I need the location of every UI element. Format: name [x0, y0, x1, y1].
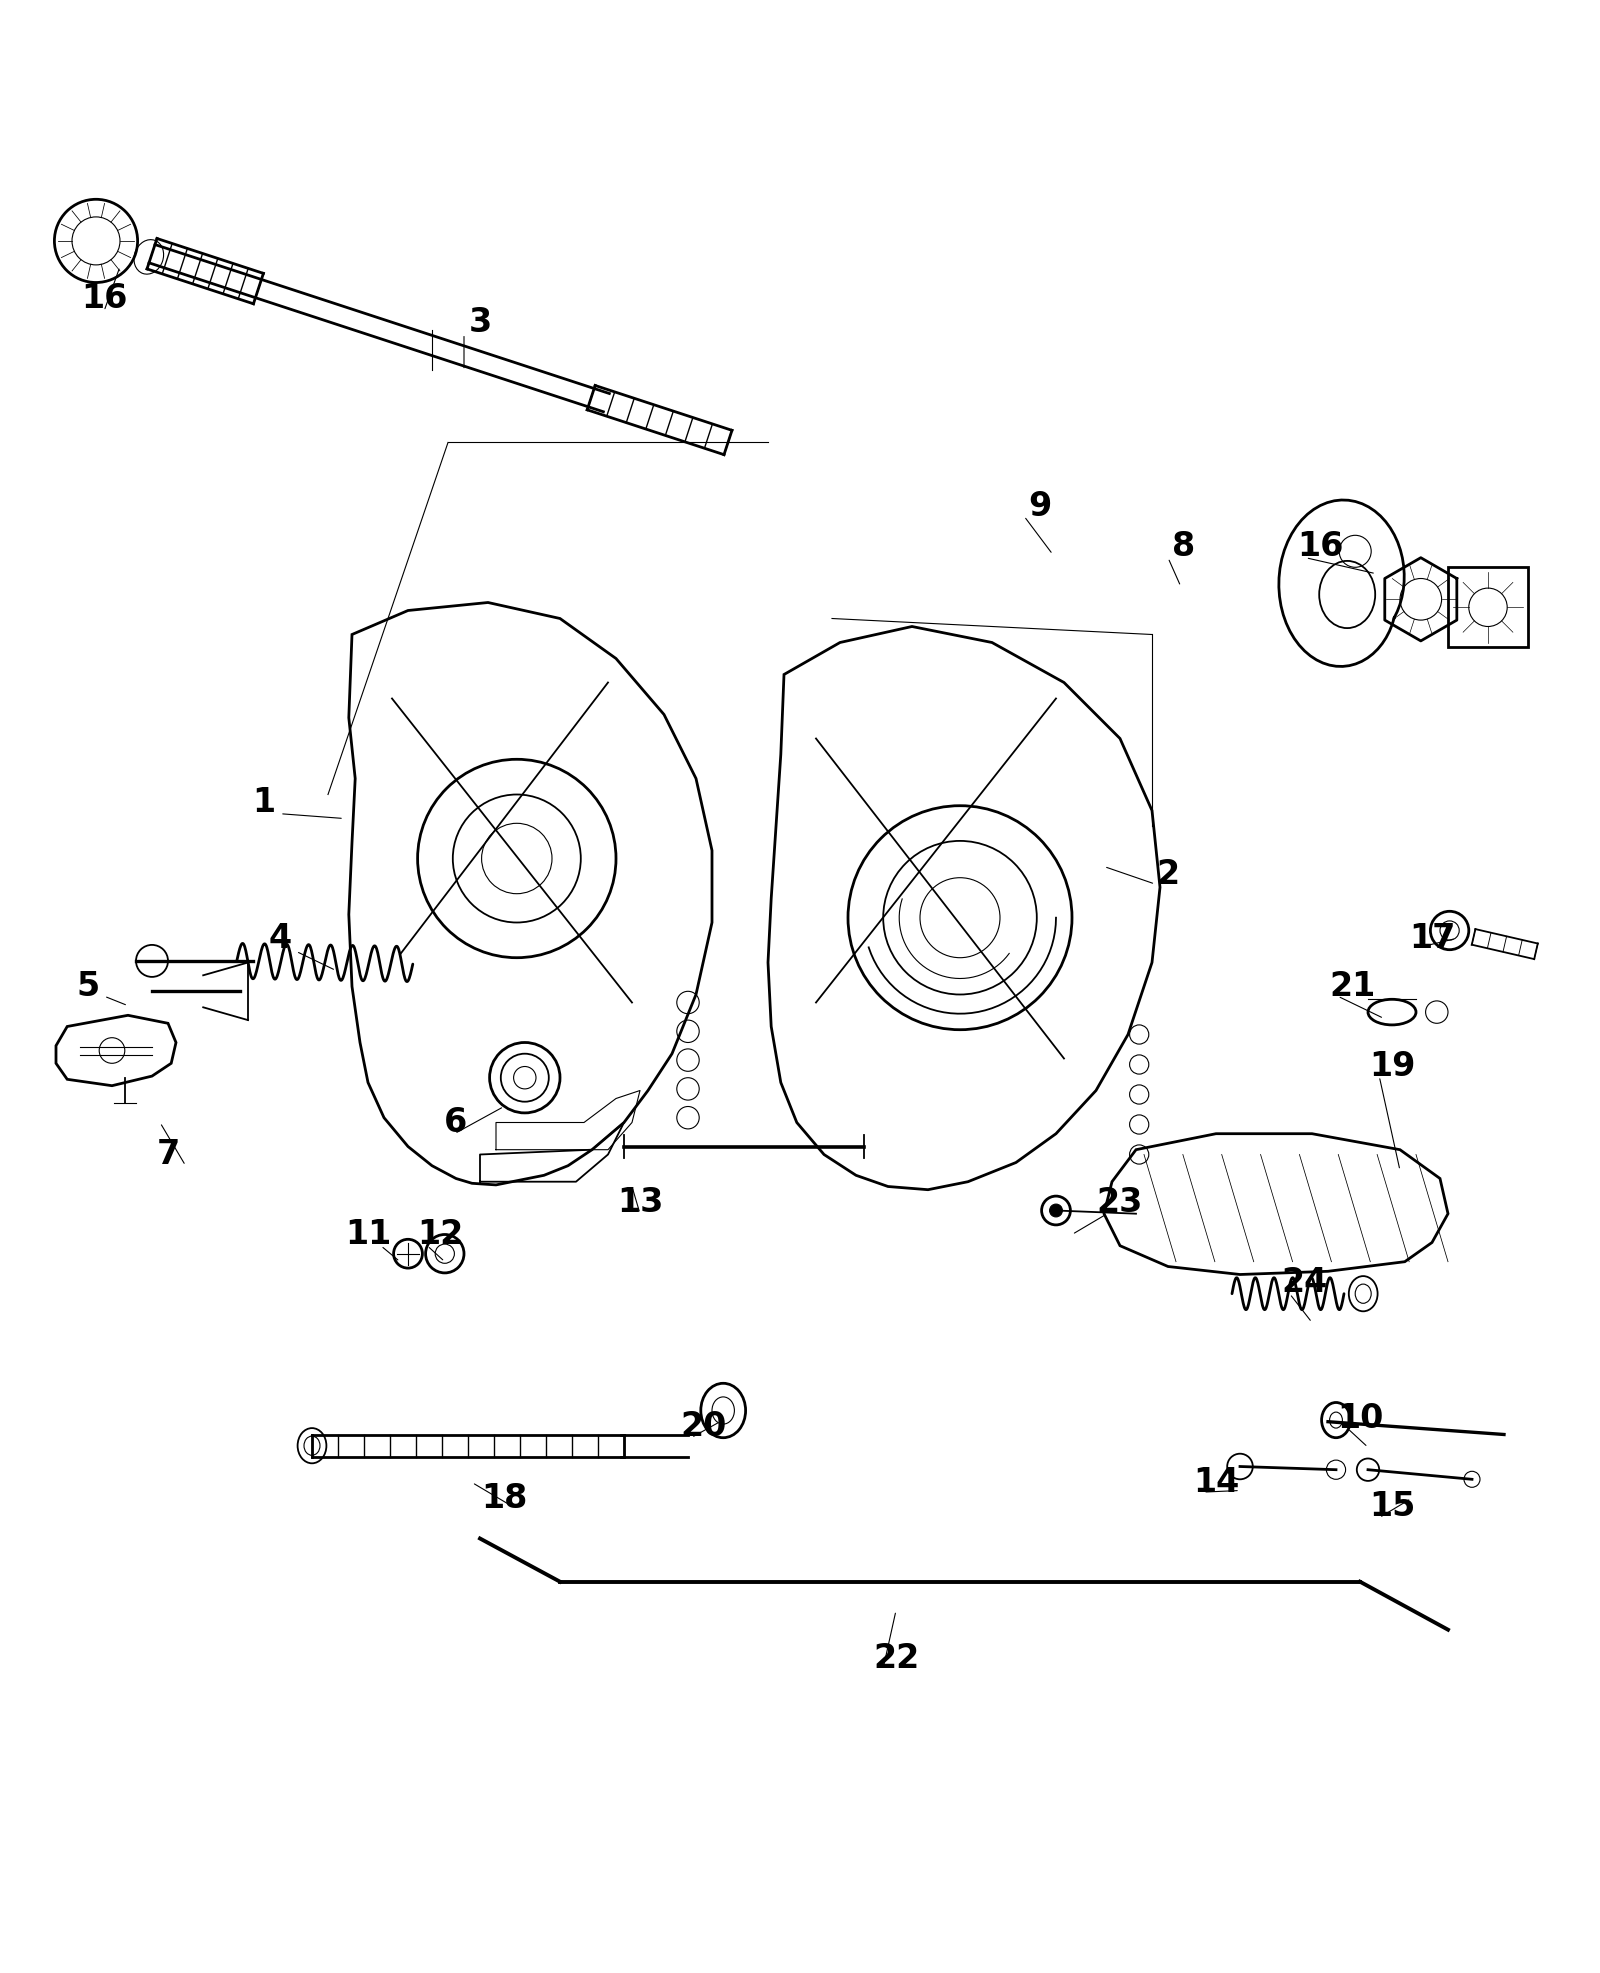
- Text: 16: 16: [1298, 531, 1342, 562]
- Text: 16: 16: [82, 282, 126, 316]
- Text: 22: 22: [874, 1642, 918, 1675]
- Text: 6: 6: [445, 1107, 467, 1138]
- Text: 10: 10: [1338, 1403, 1382, 1434]
- Text: 14: 14: [1194, 1466, 1238, 1499]
- Text: 19: 19: [1370, 1050, 1414, 1083]
- Text: 5: 5: [77, 971, 99, 1002]
- Text: 15: 15: [1370, 1490, 1414, 1523]
- Circle shape: [1050, 1204, 1062, 1217]
- Text: 18: 18: [482, 1482, 526, 1515]
- Text: 13: 13: [618, 1186, 662, 1219]
- Text: 23: 23: [1098, 1186, 1142, 1219]
- Text: 24: 24: [1282, 1267, 1326, 1298]
- Text: 7: 7: [157, 1138, 179, 1172]
- Text: 3: 3: [469, 306, 491, 339]
- Text: 21: 21: [1330, 971, 1374, 1002]
- Text: 4: 4: [269, 921, 291, 955]
- Text: 9: 9: [1029, 489, 1051, 523]
- Text: 1: 1: [253, 785, 275, 819]
- Text: 12: 12: [418, 1217, 462, 1251]
- Text: 2: 2: [1157, 858, 1179, 892]
- Text: 20: 20: [682, 1411, 726, 1442]
- Text: 11: 11: [346, 1217, 390, 1251]
- Text: 17: 17: [1410, 921, 1454, 955]
- Text: 8: 8: [1173, 531, 1195, 562]
